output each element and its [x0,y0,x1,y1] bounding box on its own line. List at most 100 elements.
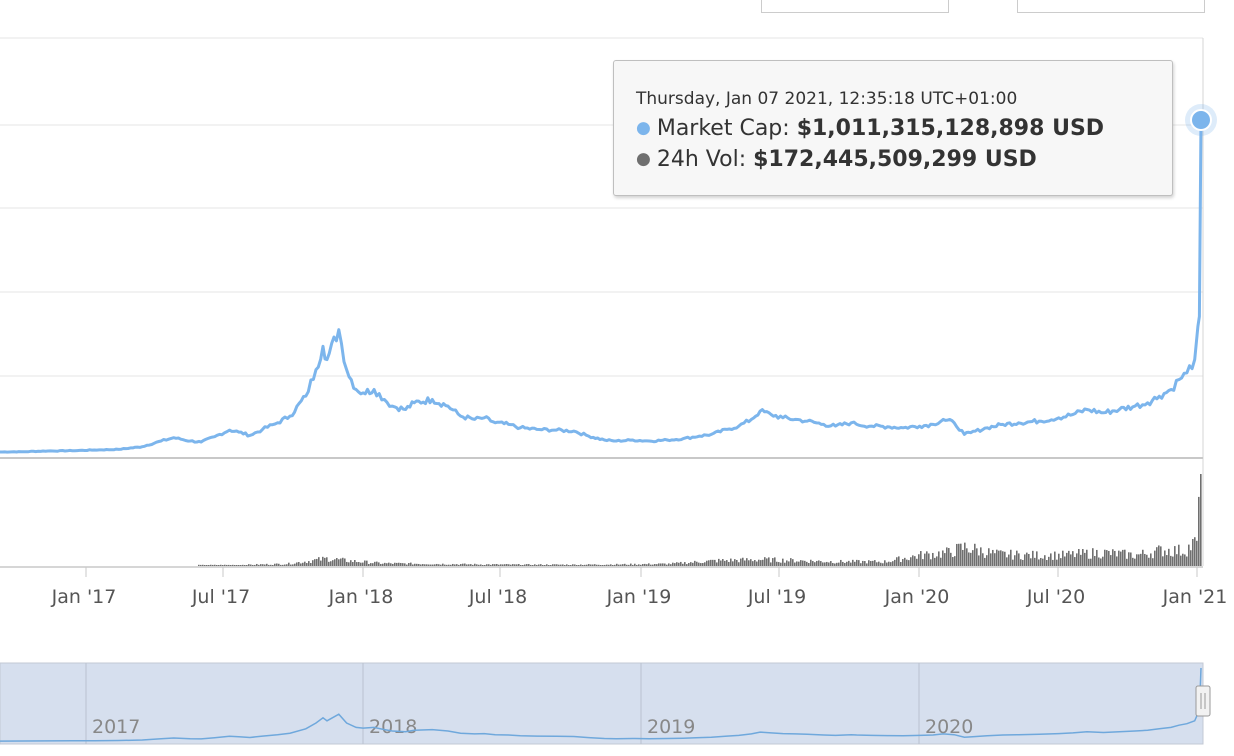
volume-bar [404,563,406,566]
volume-bar [566,564,568,566]
volume-bar [318,557,320,566]
volume-bar [1190,550,1192,566]
volume-bar [1156,547,1158,566]
volume-bar [346,561,348,566]
volume-bar [452,563,454,566]
volume-bar [754,560,756,566]
range-to-input[interactable] [1017,0,1205,13]
volume-bar [208,565,210,566]
volume-bar [534,564,536,566]
volume-bar [270,564,272,566]
volume-bar [864,561,866,566]
volume-bar [570,565,572,566]
volume-bar [608,564,610,566]
volume-bar [364,560,366,566]
volume-bar [680,561,682,566]
volume-bar [300,563,302,566]
volume-bar [656,564,658,566]
volume-bar [662,563,664,566]
volume-bar [506,564,508,566]
volume-bar [946,547,948,566]
volume-bar [764,557,766,566]
volume-bar [610,564,612,566]
volume-bar [458,564,460,566]
volume-bar [1054,551,1056,566]
volume-bar [198,564,200,566]
volume-bar [428,564,430,566]
volume-bar [280,564,282,566]
volume-bar [718,558,720,566]
tooltip-volume: ● 24h Vol: $172,445,509,299 USD [636,147,1037,172]
volume-bar [948,548,950,566]
volume-bar [328,561,330,566]
volume-bar [1112,549,1114,566]
volume-bar [788,561,790,566]
volume-bar [1122,549,1124,566]
volume-bar [1000,550,1002,566]
volume-bar [1032,550,1034,566]
volume-bar [798,561,800,566]
volume-bar [360,562,362,566]
volume-bar [226,564,228,566]
volume-bar [468,564,470,566]
volume-bar [638,564,640,566]
volume-bar [382,563,384,566]
volume-bar [908,560,910,566]
volume-bar [390,563,392,566]
volume-bar [554,564,556,566]
volume-bar [812,561,814,566]
volume-bar [464,563,466,566]
volume-bar [750,559,752,566]
volume-bar [370,563,372,566]
x-tick-label: Jul '19 [747,586,806,608]
volume-bar [546,564,548,566]
volume-bar [268,564,270,566]
volume-bar [558,564,560,566]
volume-bar [1064,556,1066,566]
volume-bar [302,562,304,566]
volume-bar [596,564,598,566]
volume-bar [686,564,688,566]
volume-bar [968,552,970,566]
volume-bar [606,564,608,566]
volume-bar [1040,557,1042,566]
volume-bar [848,560,850,566]
volume-bar [314,559,316,566]
volume-bar [1094,556,1096,566]
volume-bar [462,563,464,566]
volume-bar [884,560,886,566]
volume-bar [1028,553,1030,566]
volume-bar [510,564,512,566]
range-from-input[interactable] [761,0,949,13]
volume-bar [1022,559,1024,566]
volume-bar [1078,549,1080,566]
volume-bar [1056,559,1058,566]
volume-bar [528,564,530,566]
volume-bar [832,563,834,566]
volume-bar [234,565,236,566]
volume-bar [710,559,712,566]
volume-bar [206,565,208,566]
volume-bar [1178,544,1180,566]
volume-bar [1016,550,1018,566]
volume-bar [544,565,546,566]
volume-bar [486,564,488,566]
volume-bar [998,550,1000,566]
volume-bar [994,553,996,566]
volume-bar [542,565,544,566]
navigator-mask[interactable] [0,662,1204,745]
volume-bar [1140,553,1142,566]
volume-bar [322,556,324,566]
volume-bar [966,548,968,566]
volume-bar [316,558,318,566]
volume-bar [298,562,300,566]
volume-bar [730,558,732,566]
navigator-handle[interactable] [1195,685,1211,717]
volume-bar [264,564,266,566]
volume-bar [550,565,552,566]
volume-bar [1050,553,1052,566]
tooltip: Thursday, Jan 07 2021, 12:35:18 UTC+01:0… [613,60,1173,196]
volume-bar [644,563,646,566]
volume-bar [396,562,398,566]
volume-bar [292,564,294,566]
